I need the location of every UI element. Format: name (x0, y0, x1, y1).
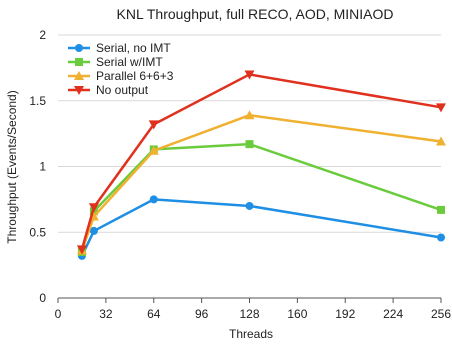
axes: 0 0.5 1 1.5 2 0 32 64 96 128 160 192 224 256 (29, 28, 451, 321)
data-point (436, 136, 446, 146)
legend-item: No output (68, 83, 149, 97)
data-point (244, 70, 255, 80)
x-tick-label: 128 (239, 307, 259, 321)
legend-marker (74, 86, 84, 95)
data-point (245, 140, 254, 149)
data-point (245, 201, 254, 210)
y-tick-label: 0.5 (29, 225, 46, 239)
data-point (89, 226, 98, 235)
x-tick-label: 32 (99, 307, 113, 321)
series-4 (76, 70, 446, 255)
data-point (148, 120, 159, 130)
x-tick-label: 0 (55, 307, 62, 321)
y-tick-label: 2 (39, 28, 46, 42)
series-1 (77, 195, 445, 260)
legend-label: Parallel 6+6+3 (96, 69, 174, 83)
data-point (88, 203, 99, 213)
legend-label: No output (96, 83, 149, 97)
data-point (437, 233, 445, 242)
data-point (76, 245, 87, 255)
series-layer (76, 70, 446, 260)
legend-marker (75, 58, 83, 66)
y-axis-label: Throughput (Events/Second) (5, 90, 19, 243)
series-3 (76, 110, 446, 255)
legend-marker (74, 71, 84, 80)
data-point (148, 145, 159, 155)
data-point (437, 205, 445, 214)
x-tick-label: 96 (195, 307, 209, 321)
y-tick-label: 1.5 (29, 94, 46, 108)
data-point (436, 103, 446, 113)
x-tick-label: 256 (431, 307, 451, 321)
x-axis-label: Threads (229, 327, 273, 341)
legend-label: Serial w/IMT (96, 55, 163, 69)
series-line (80, 142, 442, 253)
x-tick-label: 224 (383, 307, 403, 321)
legend-label: Serial, no IMT (96, 41, 171, 55)
legend-marker (75, 44, 83, 52)
legend-item: Parallel 6+6+3 (68, 69, 174, 83)
chart-title: KNL Throughput, full RECO, AOD, MINIAOD (117, 6, 394, 22)
legend-item: Serial w/IMT (68, 55, 163, 69)
series-line (80, 113, 442, 252)
y-tick-label: 1 (39, 160, 46, 174)
x-tick-label: 64 (147, 307, 161, 321)
legend-item: Serial, no IMT (68, 41, 171, 55)
data-point (149, 195, 158, 204)
x-tick-label: 192 (335, 307, 355, 321)
data-point (244, 110, 255, 120)
series-line (80, 198, 442, 257)
series-2 (77, 140, 445, 256)
y-tick-label: 0 (39, 291, 46, 305)
x-tick-label: 160 (287, 307, 307, 321)
